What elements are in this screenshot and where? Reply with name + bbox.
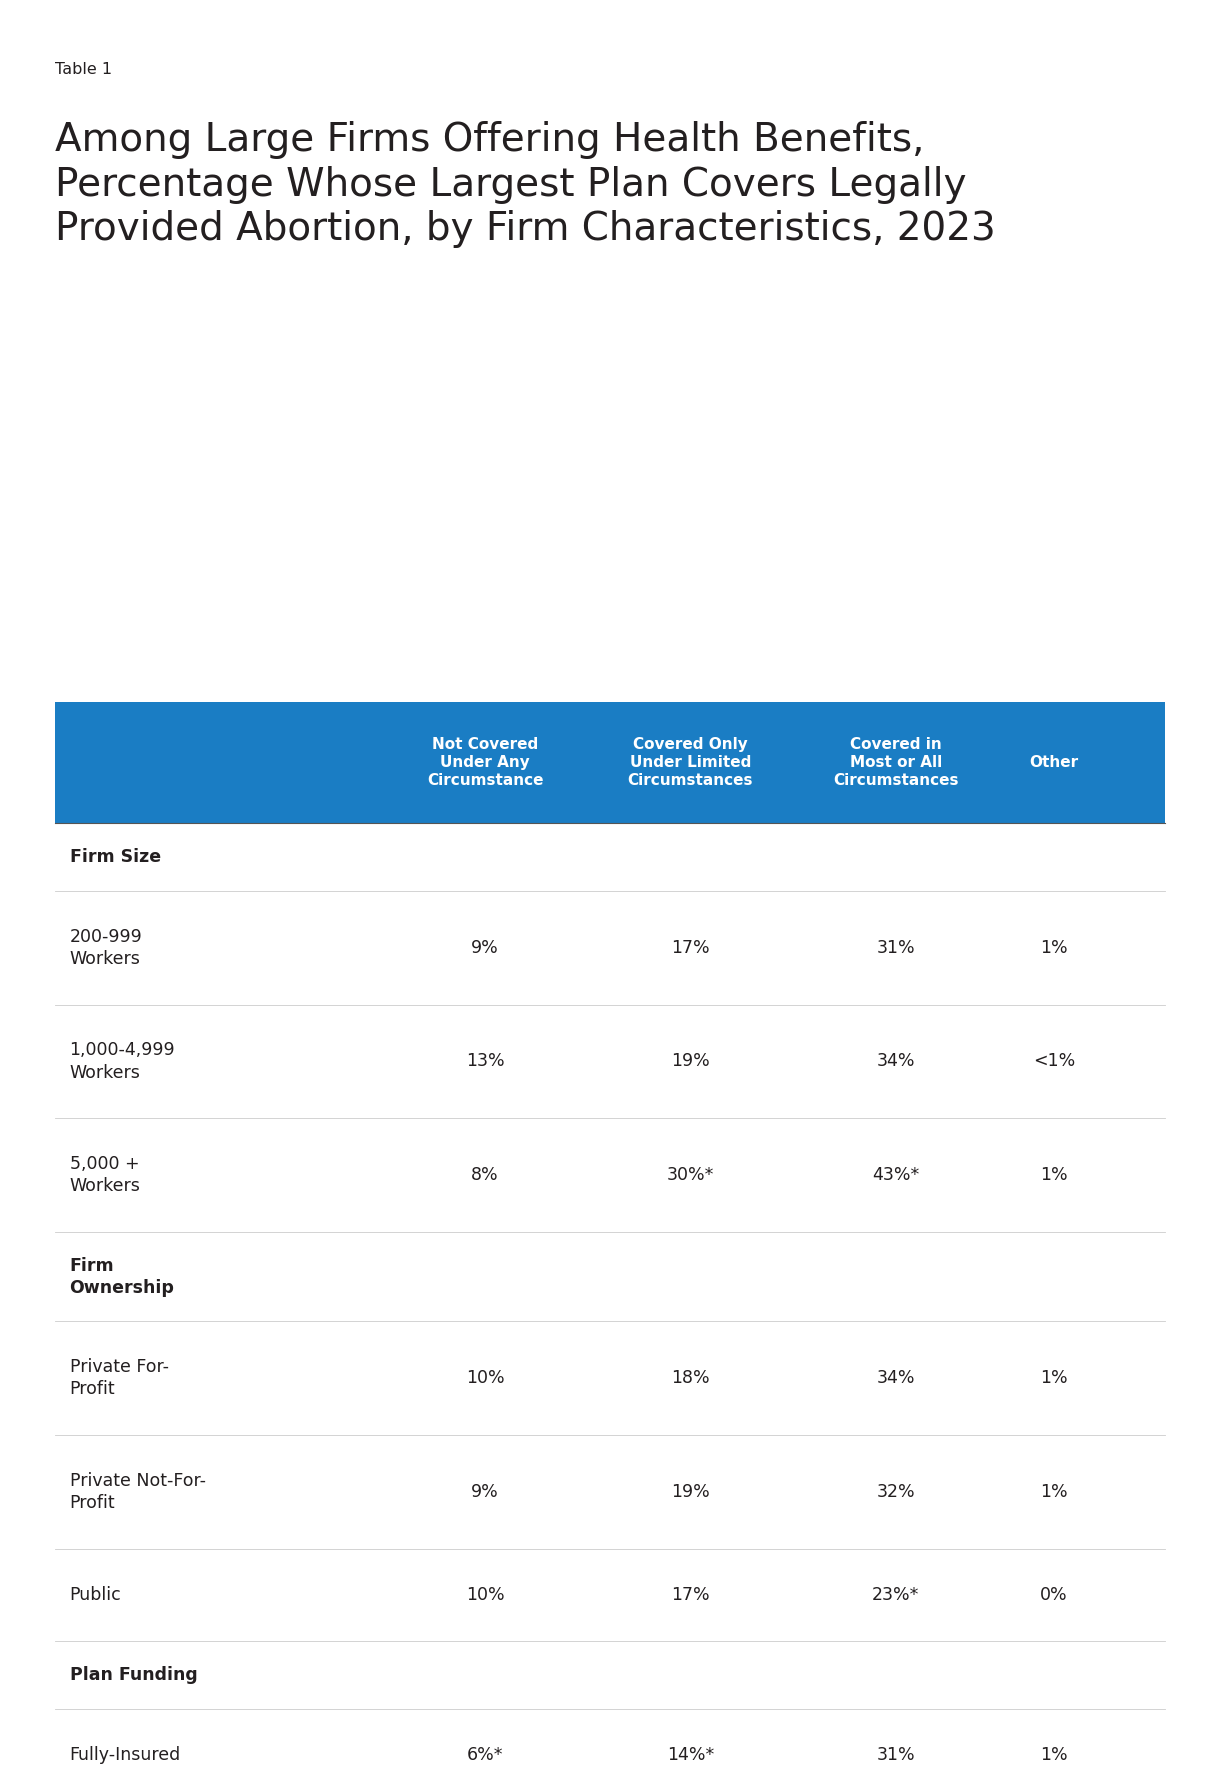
Text: 9%: 9% xyxy=(471,1483,499,1501)
Text: 5,000 +
Workers: 5,000 + Workers xyxy=(70,1156,140,1195)
Text: 32%: 32% xyxy=(876,1483,915,1501)
FancyBboxPatch shape xyxy=(55,1709,1165,1778)
Text: Covered Only
Under Limited
Circumstances: Covered Only Under Limited Circumstances xyxy=(628,738,753,788)
FancyBboxPatch shape xyxy=(55,1435,1165,1549)
Text: Firm Size: Firm Size xyxy=(70,848,161,866)
Text: Table 1: Table 1 xyxy=(55,62,112,76)
Text: 31%: 31% xyxy=(876,939,915,957)
Text: 23%*: 23%* xyxy=(872,1586,920,1604)
Text: 34%: 34% xyxy=(877,1053,915,1070)
Text: Fully-Insured: Fully-Insured xyxy=(70,1746,181,1764)
FancyBboxPatch shape xyxy=(55,891,1165,1005)
Text: 19%: 19% xyxy=(671,1483,710,1501)
FancyBboxPatch shape xyxy=(55,1232,1165,1321)
Text: 10%: 10% xyxy=(466,1586,504,1604)
FancyBboxPatch shape xyxy=(55,1118,1165,1232)
Text: 6%*: 6%* xyxy=(467,1746,504,1764)
Text: 30%*: 30%* xyxy=(667,1166,714,1184)
Text: Not Covered
Under Any
Circumstance: Not Covered Under Any Circumstance xyxy=(427,738,543,788)
FancyBboxPatch shape xyxy=(55,823,1165,891)
Text: <1%: <1% xyxy=(1033,1053,1075,1070)
Text: Private For-
Profit: Private For- Profit xyxy=(70,1358,168,1398)
Text: 1%: 1% xyxy=(1041,939,1068,957)
FancyBboxPatch shape xyxy=(55,702,1165,823)
Text: 31%: 31% xyxy=(876,1746,915,1764)
Text: 18%: 18% xyxy=(671,1369,710,1387)
Text: 1%: 1% xyxy=(1041,1746,1068,1764)
Text: 10%: 10% xyxy=(466,1369,504,1387)
Text: 1%: 1% xyxy=(1041,1483,1068,1501)
Text: 1,000-4,999
Workers: 1,000-4,999 Workers xyxy=(70,1042,176,1081)
Text: 19%: 19% xyxy=(671,1053,710,1070)
Text: 43%*: 43%* xyxy=(872,1166,920,1184)
Text: 9%: 9% xyxy=(471,939,499,957)
Text: 14%*: 14%* xyxy=(667,1746,714,1764)
Text: 34%: 34% xyxy=(877,1369,915,1387)
Text: Public: Public xyxy=(70,1586,121,1604)
Text: 17%: 17% xyxy=(671,939,710,957)
Text: Other: Other xyxy=(1030,756,1078,770)
Text: Among Large Firms Offering Health Benefits,
Percentage Whose Largest Plan Covers: Among Large Firms Offering Health Benefi… xyxy=(55,121,996,249)
Text: Firm
Ownership: Firm Ownership xyxy=(70,1257,174,1296)
FancyBboxPatch shape xyxy=(55,1321,1165,1435)
Text: Private Not-For-
Profit: Private Not-For- Profit xyxy=(70,1472,205,1511)
FancyBboxPatch shape xyxy=(55,1549,1165,1641)
Text: Plan Funding: Plan Funding xyxy=(70,1666,198,1684)
Text: 0%: 0% xyxy=(1041,1586,1068,1604)
Text: 13%: 13% xyxy=(466,1053,504,1070)
Text: 200-999
Workers: 200-999 Workers xyxy=(70,928,143,967)
Text: 8%: 8% xyxy=(471,1166,499,1184)
Text: Covered in
Most or All
Circumstances: Covered in Most or All Circumstances xyxy=(833,738,959,788)
FancyBboxPatch shape xyxy=(55,1641,1165,1709)
Text: 1%: 1% xyxy=(1041,1166,1068,1184)
FancyBboxPatch shape xyxy=(55,1005,1165,1118)
Text: 17%: 17% xyxy=(671,1586,710,1604)
Text: 1%: 1% xyxy=(1041,1369,1068,1387)
